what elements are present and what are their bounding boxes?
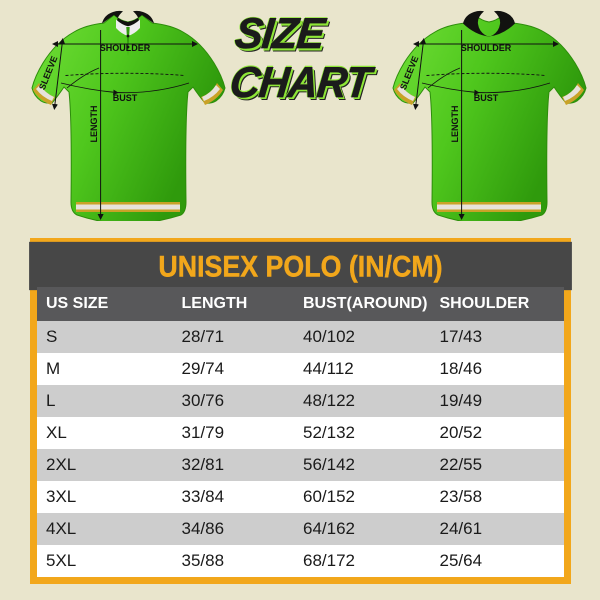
svg-text:SHOULDER: SHOULDER (100, 43, 151, 53)
svg-text:LENGTH: LENGTH (89, 106, 99, 143)
svg-text:SHOULDER: SHOULDER (461, 43, 512, 53)
svg-text:BUST: BUST (113, 93, 138, 103)
svg-text:BUST: BUST (474, 93, 499, 103)
svg-text:LENGTH: LENGTH (450, 106, 460, 143)
